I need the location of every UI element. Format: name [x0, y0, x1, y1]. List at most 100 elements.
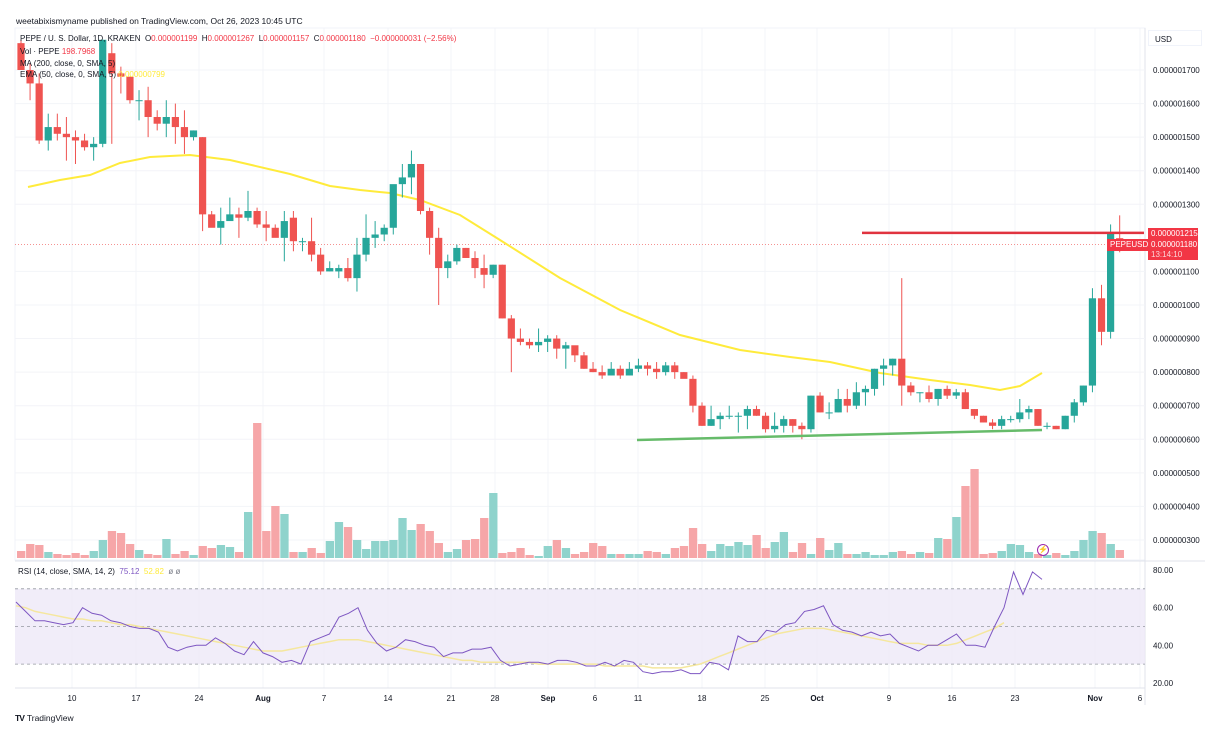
- volume-bar: [343, 527, 353, 558]
- volume-bar: [843, 554, 852, 558]
- candle-body: [44, 127, 52, 141]
- volume-bar: [216, 545, 226, 558]
- low-value: 0.000001157: [263, 34, 310, 43]
- volume-bar: [779, 532, 789, 558]
- candle-body: [698, 405, 706, 426]
- volume-bar: [625, 554, 634, 558]
- volume-bar: [1088, 531, 1097, 558]
- volume-bar: [244, 512, 253, 558]
- volume-legend[interactable]: Vol · PEPE 198.7968: [20, 47, 96, 56]
- candle-body: [180, 127, 189, 138]
- candle-body: [498, 264, 506, 319]
- visibility-icons[interactable]: ø ø: [168, 567, 181, 576]
- candle-body: [1025, 409, 1033, 413]
- rsi-legend[interactable]: RSI (14, close, SMA, 14, 2) 75.12 52.82 …: [18, 567, 181, 576]
- ma-legend[interactable]: MA (200, close, 0, SMA, 5): [20, 59, 116, 68]
- ema-legend[interactable]: EMA (50, close, 0, SMA, 5) 0.000000799: [20, 70, 165, 79]
- volume-bar: [26, 544, 35, 558]
- support-trendline: [636, 428, 1043, 442]
- volume-bar: [253, 423, 262, 558]
- volume-bar: [62, 555, 71, 558]
- candle-body: [99, 39, 107, 144]
- time-tick-label: 16: [948, 694, 957, 703]
- candle-body: [961, 392, 969, 410]
- volume-bar: [670, 548, 680, 558]
- candle-body: [307, 241, 316, 255]
- volume-bar: [616, 554, 625, 558]
- volume-bar: [80, 555, 89, 558]
- volume-bar: [352, 540, 362, 558]
- candle-body: [616, 368, 624, 376]
- volume-bar: [1015, 545, 1025, 558]
- candle-body: [144, 100, 152, 117]
- candle-body: [525, 341, 534, 346]
- volume-bar: [334, 522, 344, 558]
- volume-bar: [943, 539, 952, 558]
- candle-body: [771, 425, 779, 430]
- symbol-price-tag: PEPEUSD: [1107, 239, 1152, 251]
- time-tick-label: 28: [491, 694, 500, 703]
- price-tick-label: 0.000001700: [1153, 66, 1200, 75]
- volume-bar: [153, 555, 162, 558]
- candle-body: [253, 210, 261, 225]
- candle-body: [389, 184, 397, 228]
- volume-bar: [852, 554, 861, 558]
- symbol-title[interactable]: PEPE / U. S. Dollar, 1D, KRAKEN: [20, 34, 141, 43]
- candle-body: [489, 264, 497, 275]
- volume-bar: [371, 541, 380, 558]
- candle-body: [716, 415, 724, 420]
- tv-logo-icon: TV: [15, 713, 25, 723]
- rsi-tick-label: 20.00: [1153, 679, 1174, 688]
- volume-bar: [806, 554, 816, 558]
- price-tick-label: 0.000000700: [1153, 402, 1200, 411]
- candle-body: [925, 392, 933, 399]
- candle-body: [689, 378, 697, 406]
- volume-bar: [107, 531, 117, 558]
- candle-body: [353, 254, 361, 279]
- volume-bar: [1097, 533, 1106, 558]
- candle-body: [1070, 402, 1078, 416]
- volume-bar: [44, 552, 53, 558]
- volume-bar: [398, 518, 407, 558]
- volume-bar: [1106, 544, 1115, 558]
- candle-body: [435, 237, 443, 269]
- volume-bar: [634, 554, 643, 558]
- candle-body: [444, 261, 452, 269]
- time-tick-label: 17: [132, 694, 141, 703]
- time-tick-label: 24: [195, 694, 204, 703]
- price-tick-label: 0.000000400: [1153, 502, 1200, 511]
- price-tick-label: 0.000001100: [1153, 267, 1200, 276]
- resistance-price-tag: 0.000001215: [1148, 228, 1198, 240]
- brand-name: TradingView: [26, 713, 74, 723]
- volume-bar: [1070, 551, 1079, 558]
- candle-body: [780, 419, 788, 426]
- candle-body: [117, 73, 125, 77]
- candle-body: [280, 221, 288, 238]
- time-tick-label: 9: [887, 694, 892, 703]
- candle-body: [544, 338, 552, 342]
- volume-bar: [271, 506, 280, 558]
- volume-bar: [180, 551, 189, 558]
- candle-body: [26, 70, 34, 84]
- volume-bar: [480, 518, 489, 558]
- price-tick-label: 0.000000300: [1153, 536, 1200, 545]
- candle-body: [580, 355, 588, 369]
- volume-bar: [171, 554, 180, 558]
- tradingview-logo[interactable]: TV TradingView: [15, 713, 74, 723]
- volume-bar: [89, 551, 98, 558]
- candle-body: [734, 415, 742, 417]
- candle-body: [1007, 419, 1015, 421]
- lightning-icon[interactable]: ⚡: [1037, 544, 1049, 556]
- candle-body: [126, 76, 134, 101]
- currency-label[interactable]: USD: [1148, 30, 1202, 46]
- time-tick-label: Sep: [541, 694, 556, 703]
- candle-body: [880, 365, 888, 369]
- volume-bar: [698, 544, 707, 558]
- volume-bar: [443, 552, 453, 558]
- volume-bar: [234, 552, 244, 558]
- rsi-line: [15, 570, 1043, 675]
- candle-body: [934, 388, 942, 399]
- candle-body: [135, 100, 143, 102]
- price-tick-label: 0.000001600: [1153, 100, 1200, 109]
